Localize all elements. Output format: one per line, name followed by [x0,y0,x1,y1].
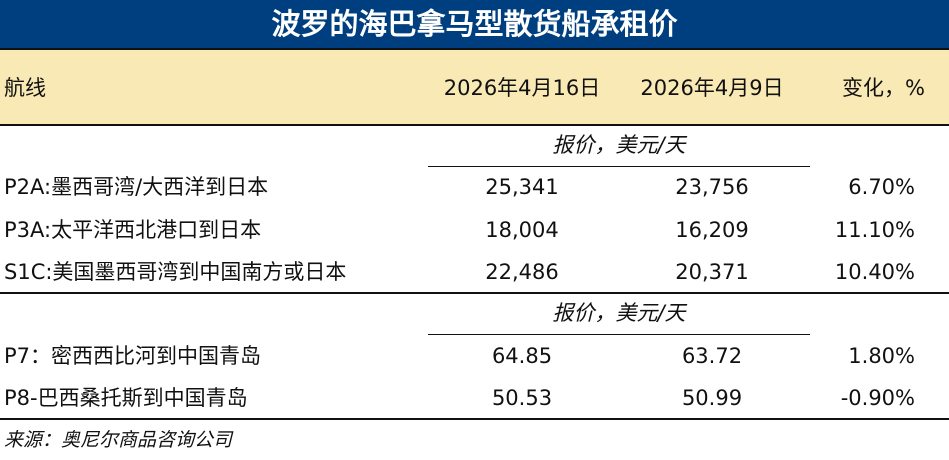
unit-label: 报价，美元/天 [552,133,686,157]
value-date2: 50.99 [681,386,743,410]
value-date2: 20,371 [675,260,749,284]
route-cell: P8-巴西桑托斯到中国青岛 [4,386,248,410]
value-date1: 25,341 [485,175,559,199]
route-cell: S1C:美国墨西哥湾到中国南方或日本 [4,260,347,284]
header-row: 航线 2026年4月16日 2026年4月9日 变化，% [0,50,949,126]
table-title: 波罗的海巴拿马型散货船承租价 [0,0,949,50]
table-bottom-border [0,418,949,420]
value-date2: 16,209 [675,218,749,242]
change-cell: 6.70% [848,175,915,199]
header-date2: 2026年4月9日 [640,76,784,100]
value-date2: 63.72 [681,344,743,368]
unit-label: 报价，美元/天 [552,301,686,325]
section-divider [0,292,949,294]
header-change: 变化，% [842,76,925,100]
value-date1: 50.53 [491,386,553,410]
change-cell: -0.90% [840,386,915,410]
header-route: 航线 [4,76,46,100]
unit-underline [428,166,810,167]
value-date1: 18,004 [485,218,559,242]
value-date2: 23,756 [675,175,749,199]
route-cell: P3A:太平洋西北港口到日本 [4,218,262,242]
value-date1: 64.85 [491,344,553,368]
source-note: 来源：奥尼尔商品咨询公司 [4,429,233,451]
change-cell: 1.80% [848,344,915,368]
route-cell: P2A:墨西哥湾/大西洋到日本 [4,175,269,199]
value-date1: 22,486 [485,260,559,284]
unit-underline [428,334,810,335]
header-date1: 2026年4月16日 [443,76,601,100]
change-cell: 10.40% [834,260,915,284]
route-cell: P7：密西西比河到中国青岛 [4,344,262,368]
change-cell: 11.10% [834,218,915,242]
